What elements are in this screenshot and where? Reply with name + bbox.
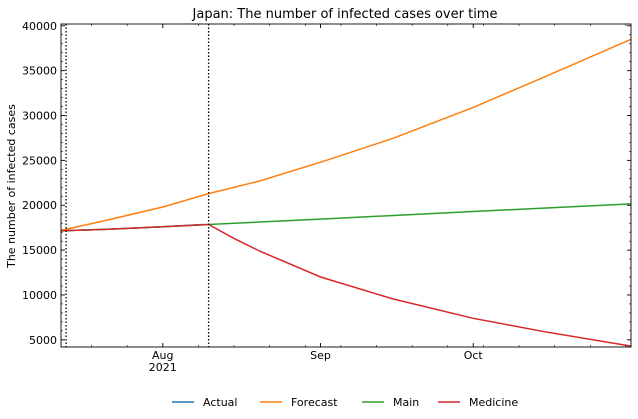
legend-label-main: Main xyxy=(393,396,419,409)
x-tick-label: Sep xyxy=(310,349,331,362)
chart-title: Japan: The number of infected cases over… xyxy=(192,7,498,22)
y-tick-label: 5000 xyxy=(29,334,57,347)
y-tick-label: 40000 xyxy=(22,20,57,33)
series-lines xyxy=(60,38,632,347)
reference-lines xyxy=(65,24,210,347)
x-tick-sublabel: 2021 xyxy=(149,361,177,374)
y-tick-label: 30000 xyxy=(22,110,57,123)
y-tick-label: 25000 xyxy=(22,154,57,167)
plot-frame xyxy=(60,23,632,348)
series-line-forecast xyxy=(60,38,632,232)
y-tick-label: 20000 xyxy=(22,199,57,212)
legend-label-medicine: Medicine xyxy=(469,396,518,409)
x-tick-label: Oct xyxy=(464,349,484,362)
y-tick-label: 35000 xyxy=(22,65,57,78)
legend: Actual Forecast Main Medicine xyxy=(172,396,518,409)
y-tick-label: 10000 xyxy=(22,289,57,302)
y-axis-label: The number of infected cases xyxy=(5,104,18,269)
x-tick-label: Aug xyxy=(152,349,173,362)
legend-label-actual: Actual xyxy=(203,396,237,409)
y-axis-ticks: 5000 10000 15000 20000 25000 30000 35000 40000 xyxy=(22,20,631,347)
legend-label-forecast: Forecast xyxy=(291,396,338,409)
series-line-medicine xyxy=(60,223,632,347)
y-tick-label: 15000 xyxy=(22,244,57,257)
